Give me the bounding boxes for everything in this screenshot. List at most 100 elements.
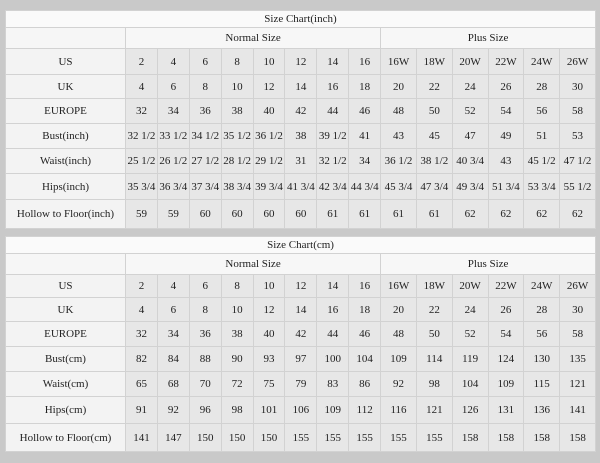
size-cell: 28 bbox=[523, 74, 561, 99]
size-cell: 46 bbox=[348, 321, 382, 347]
size-cell: 59 bbox=[156, 199, 190, 229]
size-cell: 147 bbox=[156, 423, 190, 452]
blank-header-cell bbox=[5, 27, 126, 49]
size-cell: 47 1/2 bbox=[559, 148, 596, 174]
size-cell: 16 bbox=[348, 274, 382, 298]
size-cell: 36 1/2 bbox=[252, 123, 286, 149]
size-cell: 126 bbox=[451, 396, 489, 424]
size-cell: 62 bbox=[487, 199, 525, 229]
table-row: Hips(inch) 35 3/4 36 3/4 37 3/4 38 3/4 39 3/4… bbox=[5, 173, 596, 200]
size-cell: 26 1/2 bbox=[156, 148, 190, 174]
size-cell: 58 bbox=[559, 321, 597, 347]
size-cell: 10 bbox=[220, 297, 254, 322]
size-cell: 31 bbox=[284, 148, 318, 174]
size-cell: 38 bbox=[220, 98, 254, 124]
size-cell: 36 bbox=[188, 321, 222, 347]
size-cell: 14 bbox=[284, 297, 318, 322]
size-cell: 155 bbox=[284, 423, 318, 452]
size-cell: 114 bbox=[415, 346, 453, 372]
size-cell: 60 bbox=[252, 199, 286, 229]
normal-size-header: Normal Size bbox=[124, 27, 382, 49]
size-cell: 26W bbox=[559, 274, 597, 298]
size-cell: 135 bbox=[559, 346, 597, 372]
table-row: Bust(inch) 32 1/2 33 1/2 34 1/2 35 1/2 36 1/2… bbox=[5, 123, 596, 149]
size-cell: 109 bbox=[380, 346, 417, 372]
size-cell: 40 3/4 bbox=[451, 148, 489, 174]
size-cell: 27 1/2 bbox=[188, 148, 222, 174]
size-cell: 32 1/2 bbox=[125, 123, 158, 149]
table-row: Waist(inch) 25 1/2 26 1/2 27 1/2 28 1/2 29 1/… bbox=[5, 148, 596, 174]
row-label: Hollow to Floor(inch) bbox=[5, 199, 126, 229]
plus-size-header: Plus Size bbox=[380, 27, 596, 49]
size-cell: 24 bbox=[451, 297, 489, 322]
size-cell: 52 bbox=[451, 321, 489, 347]
size-cell: 12 bbox=[284, 48, 318, 75]
size-cell: 98 bbox=[415, 371, 453, 397]
size-cell: 4 bbox=[125, 297, 158, 322]
row-label: EUROPE bbox=[5, 98, 126, 124]
size-cell: 10 bbox=[252, 48, 286, 75]
size-cell: 83 bbox=[316, 371, 350, 397]
size-cell: 4 bbox=[125, 74, 158, 99]
row-label: Bust(inch) bbox=[5, 123, 126, 149]
size-cell: 25 1/2 bbox=[125, 148, 158, 174]
size-cell: 22 bbox=[415, 297, 453, 322]
size-cell: 56 bbox=[523, 98, 561, 124]
size-cell: 52 bbox=[451, 98, 489, 124]
row-label: Hips(inch) bbox=[5, 173, 126, 200]
size-cell: 6 bbox=[188, 274, 222, 298]
size-cell: 68 bbox=[156, 371, 190, 397]
chart-title: Size Chart(cm) bbox=[4, 236, 597, 254]
row-label: Bust(cm) bbox=[5, 346, 126, 372]
size-cell: 56 bbox=[523, 321, 561, 347]
size-cell: 92 bbox=[156, 396, 190, 424]
row-label: US bbox=[5, 274, 126, 298]
size-cell: 30 bbox=[559, 74, 596, 99]
size-cell: 54 bbox=[487, 98, 525, 124]
plus-size-header: Plus Size bbox=[380, 253, 597, 275]
size-cell: 49 bbox=[487, 123, 525, 149]
table-row: EUROPE 32 34 36 38 40 42 44 46 48 50 52 54 56 58 bbox=[5, 321, 597, 347]
size-cell: 16 bbox=[348, 48, 382, 75]
size-cell: 18 bbox=[348, 297, 382, 322]
size-cell: 16W bbox=[380, 274, 417, 298]
size-cell: 44 bbox=[316, 321, 350, 347]
size-cell: 41 3/4 bbox=[284, 173, 318, 200]
size-cell: 44 3/4 bbox=[348, 173, 382, 200]
size-cell: 84 bbox=[156, 346, 190, 372]
size-cell: 45 bbox=[415, 123, 453, 149]
size-cell: 20W bbox=[451, 48, 489, 75]
size-cell: 12 bbox=[252, 74, 286, 99]
size-cell: 60 bbox=[220, 199, 254, 229]
size-cell: 86 bbox=[348, 371, 382, 397]
size-cell: 47 3/4 bbox=[415, 173, 453, 200]
size-cell: 82 bbox=[125, 346, 158, 372]
size-cell: 59 bbox=[125, 199, 158, 229]
size-cell: 150 bbox=[252, 423, 286, 452]
size-cell: 34 1/2 bbox=[188, 123, 222, 149]
size-cell: 29 1/2 bbox=[252, 148, 286, 174]
size-cell: 18 bbox=[348, 74, 382, 99]
size-cell: 6 bbox=[188, 48, 222, 75]
size-cell: 61 bbox=[348, 199, 382, 229]
size-cell: 10 bbox=[252, 274, 286, 298]
row-label: Hips(cm) bbox=[5, 396, 126, 424]
size-cell: 28 1/2 bbox=[220, 148, 254, 174]
size-cell: 158 bbox=[451, 423, 489, 452]
size-cell: 34 bbox=[156, 98, 190, 124]
size-cell: 62 bbox=[451, 199, 489, 229]
size-cell: 26 bbox=[487, 297, 525, 322]
size-cell: 88 bbox=[188, 346, 222, 372]
size-cell: 42 bbox=[284, 321, 318, 347]
size-cell: 24 bbox=[451, 74, 489, 99]
size-cell: 20W bbox=[451, 274, 489, 298]
size-cell: 136 bbox=[523, 396, 561, 424]
size-cell: 121 bbox=[415, 396, 453, 424]
size-cell: 18W bbox=[415, 274, 453, 298]
size-cell: 60 bbox=[284, 199, 318, 229]
size-cell: 4 bbox=[156, 48, 190, 75]
size-cell: 158 bbox=[559, 423, 597, 452]
size-cell: 2 bbox=[125, 274, 158, 298]
size-cell: 26W bbox=[559, 48, 596, 75]
size-cell: 36 bbox=[188, 98, 222, 124]
